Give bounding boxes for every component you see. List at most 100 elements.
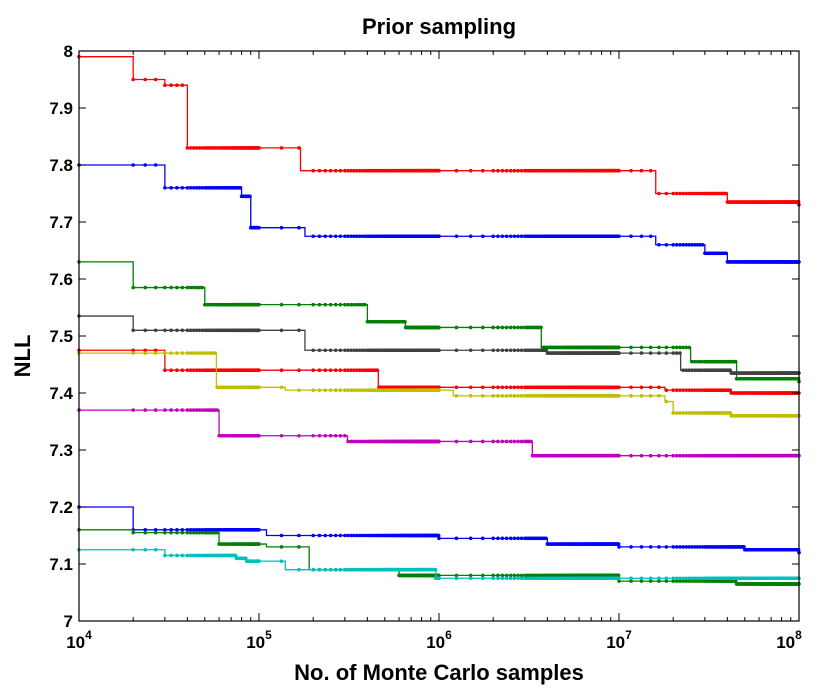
data-point [355, 388, 359, 392]
data-point [692, 243, 697, 247]
data-point [496, 573, 500, 578]
data-point [687, 368, 691, 373]
data-point [323, 567, 328, 572]
data-point [363, 533, 367, 538]
data-point [349, 533, 353, 538]
data-point [678, 243, 682, 247]
data-point [180, 553, 185, 558]
data-point [504, 348, 509, 353]
series-line [79, 56, 800, 205]
data-point [437, 325, 441, 330]
data-point [338, 533, 343, 538]
data-point [317, 433, 322, 438]
data-point [480, 439, 485, 444]
data-point [687, 453, 691, 458]
data-point [163, 553, 167, 558]
data-point [180, 408, 185, 412]
data-point [519, 168, 524, 173]
data-point [500, 348, 505, 353]
y-tick-label: 7.8 [49, 156, 73, 175]
data-point [516, 385, 520, 390]
data-point [684, 368, 689, 373]
data-point [349, 567, 353, 572]
data-point [528, 439, 533, 444]
data-point [355, 533, 359, 538]
data-point [690, 359, 694, 364]
data-point [346, 368, 350, 373]
data-point [279, 559, 284, 563]
data-point [671, 576, 675, 581]
data-point [468, 325, 473, 330]
data-point [143, 530, 148, 535]
data-point [437, 573, 441, 578]
data-point [403, 319, 407, 324]
data-point [257, 302, 261, 307]
data-point [200, 408, 204, 412]
data-point [200, 285, 204, 290]
data-point [468, 439, 473, 444]
data-point [664, 453, 669, 458]
data-point [657, 576, 661, 581]
data-point [363, 567, 367, 572]
data-point [648, 394, 653, 398]
data-point [169, 368, 173, 373]
data-point [163, 328, 167, 333]
data-point [504, 536, 509, 541]
data-point [328, 168, 333, 173]
data-point [500, 576, 505, 581]
data-point [279, 533, 284, 538]
data-point [500, 536, 505, 541]
data-point [695, 576, 700, 581]
data-point [629, 394, 633, 398]
data-point [163, 285, 167, 290]
data-point [500, 385, 505, 390]
data-point [346, 302, 350, 307]
data-point [512, 385, 517, 390]
data-point [687, 545, 691, 549]
data-point [188, 528, 193, 532]
data-point [687, 191, 691, 196]
data-point [516, 536, 520, 541]
data-point [323, 234, 328, 239]
data-point [163, 528, 167, 532]
data-point [516, 348, 520, 353]
data-point [349, 439, 353, 444]
data-point [671, 345, 675, 350]
data-point [175, 285, 179, 290]
data-point [153, 547, 158, 552]
data-point [692, 453, 697, 458]
data-point [355, 234, 359, 239]
data-point [671, 411, 675, 415]
data-point [724, 191, 729, 196]
data-point [519, 576, 524, 581]
data-point [244, 556, 248, 561]
data-point [674, 388, 679, 392]
data-point [687, 576, 691, 581]
data-point [695, 579, 700, 583]
data-point [180, 528, 185, 532]
data-point [297, 328, 301, 333]
data-point [200, 328, 204, 333]
data-point [317, 368, 322, 373]
data-point [671, 579, 675, 583]
data-point [143, 351, 148, 355]
data-point [695, 359, 700, 364]
x-tick-label: 105 [246, 628, 272, 652]
data-point [678, 411, 682, 415]
data-point [695, 243, 700, 247]
data-point [328, 567, 333, 572]
data-point [346, 388, 350, 392]
data-point [279, 328, 284, 333]
data-point [496, 348, 500, 353]
data-point [317, 168, 322, 173]
data-point [191, 528, 196, 532]
data-point [317, 234, 322, 239]
data-point [375, 368, 380, 373]
data-point [349, 348, 353, 353]
data-point [352, 533, 356, 538]
data-point [639, 453, 644, 458]
data-point [355, 368, 359, 373]
data-point [657, 191, 661, 196]
data-point [363, 368, 367, 373]
data-point [684, 579, 689, 583]
